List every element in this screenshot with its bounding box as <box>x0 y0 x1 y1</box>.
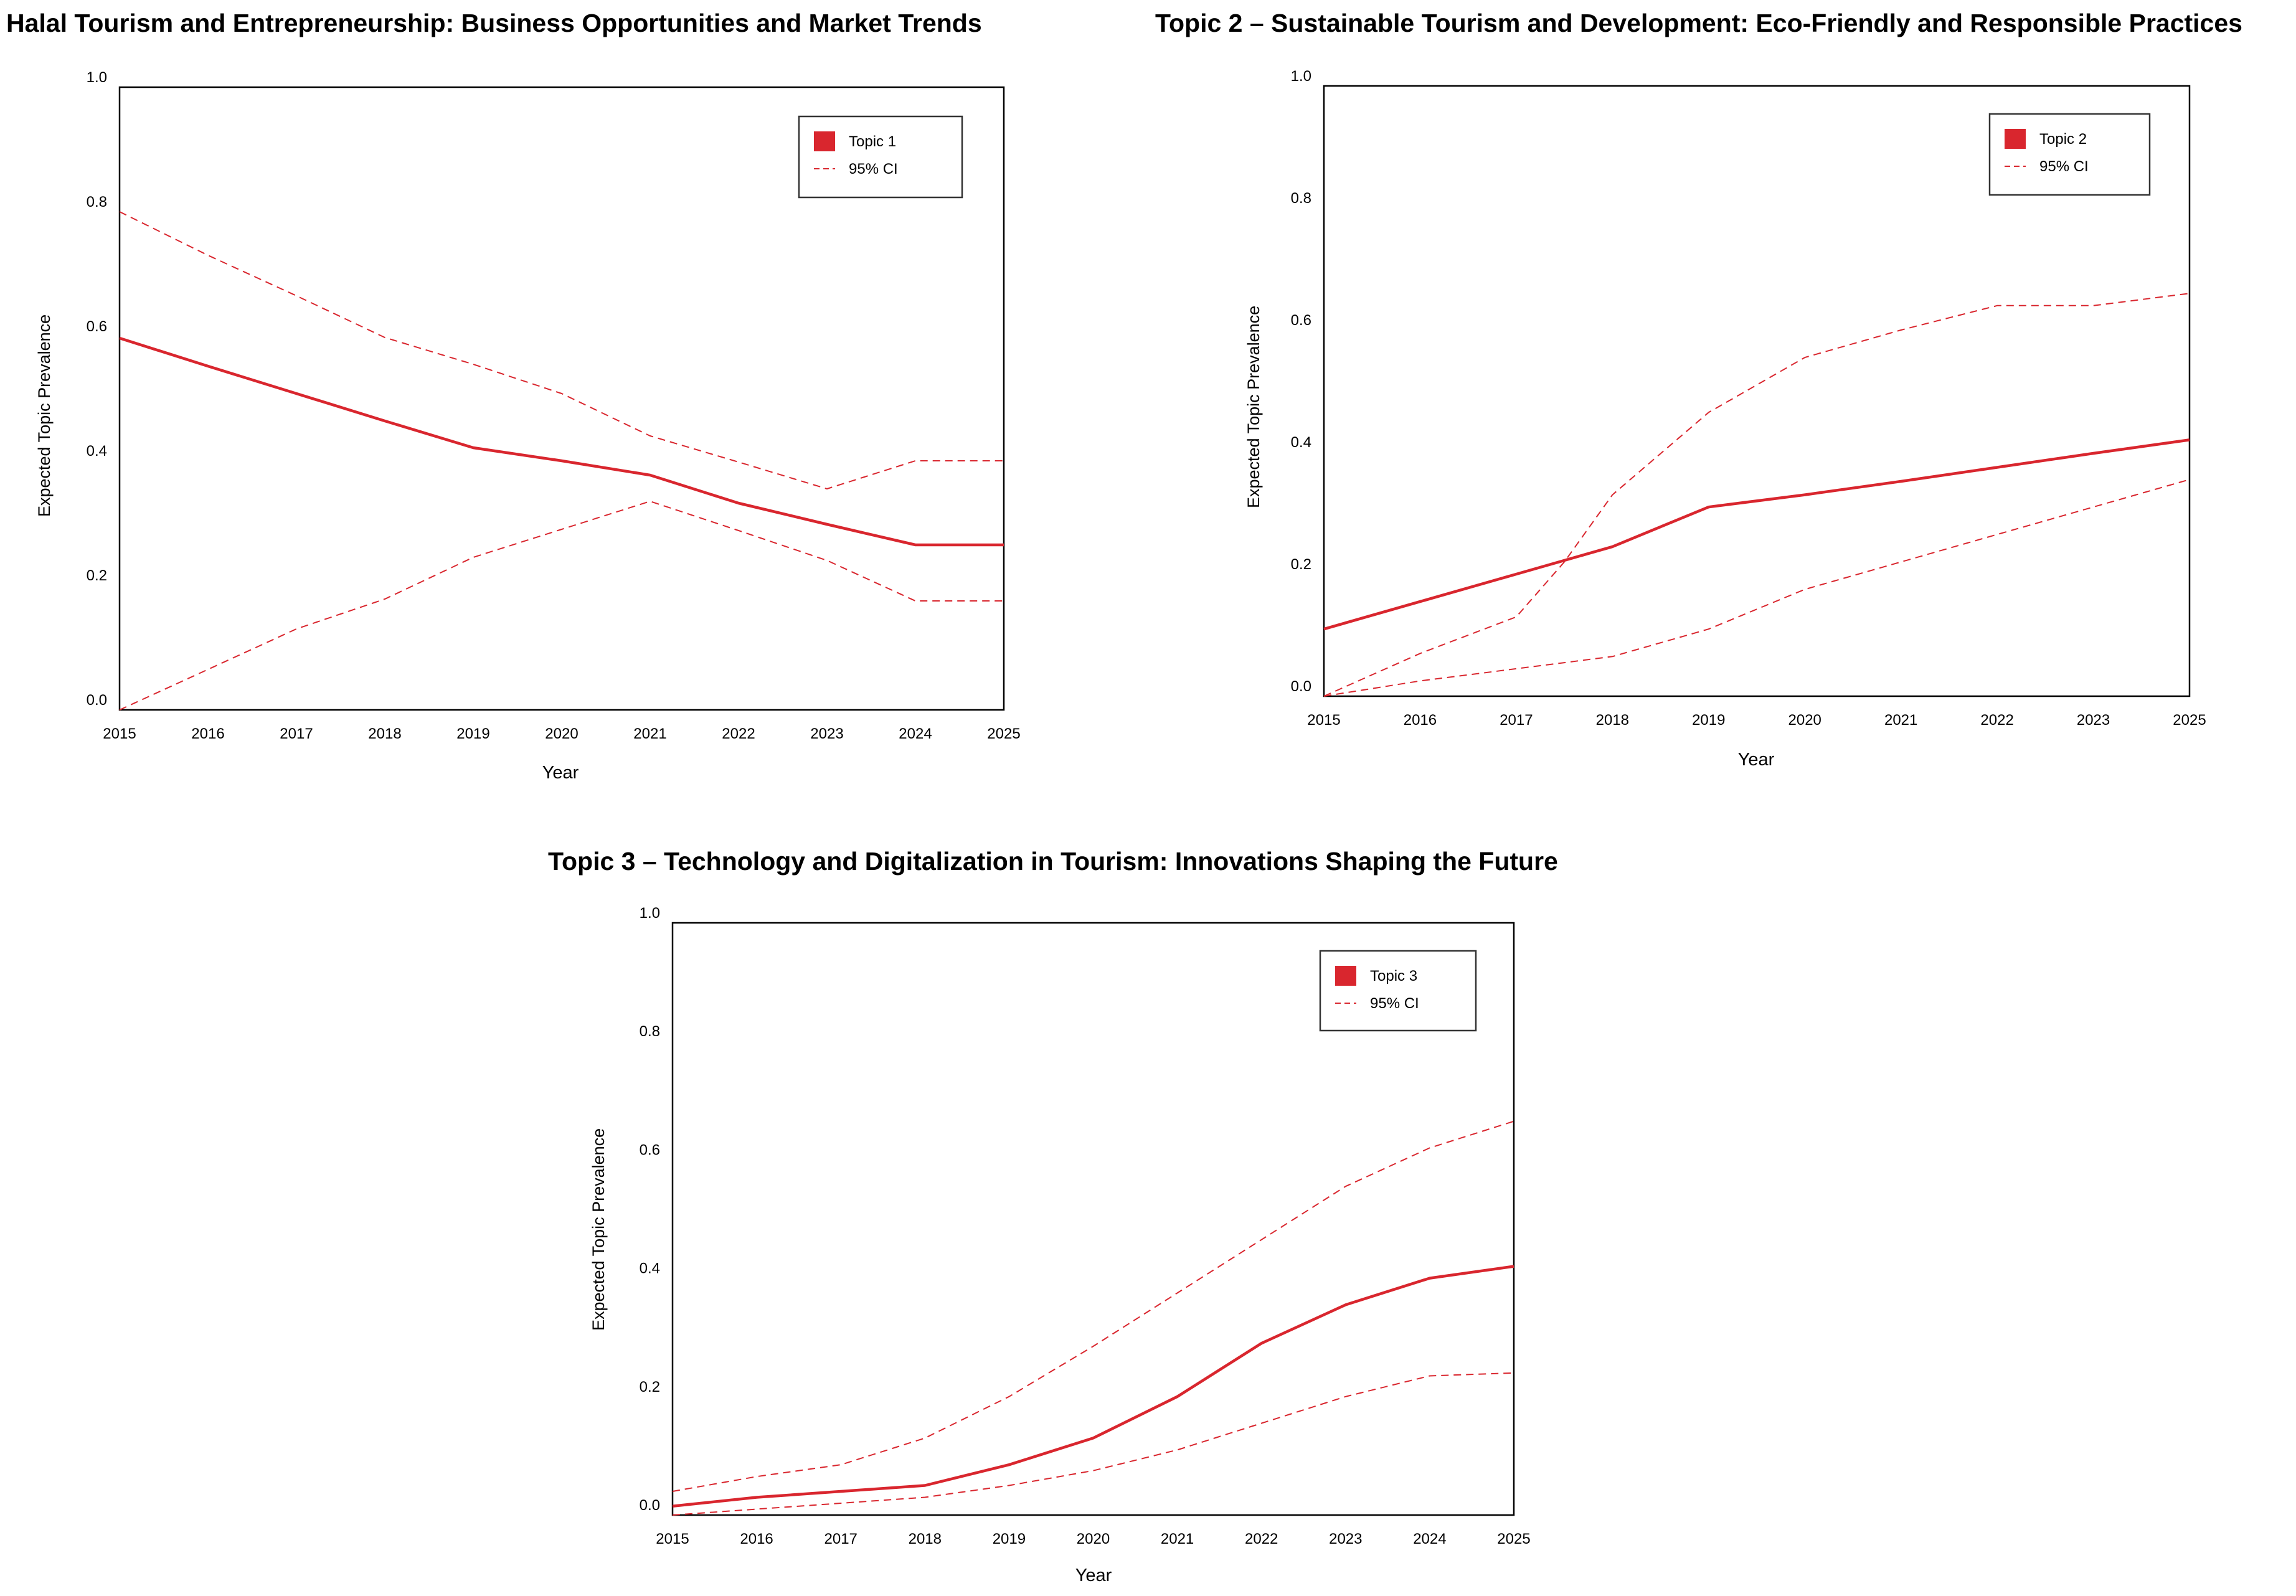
chart-title: Halal Tourism and Entrepreneurship: Busi… <box>6 9 982 37</box>
x-tick-label: 2022 <box>1980 712 2013 729</box>
x-tick-label: 2025 <box>987 725 1020 742</box>
y-tick-label: 0.6 <box>1291 312 1311 329</box>
x-tick-label: 2021 <box>1884 712 1917 729</box>
x-tick-label: 2022 <box>1245 1531 1278 1547</box>
y-tick-label: 0.0 <box>1291 678 1311 695</box>
ci-upper-line <box>1323 293 2190 697</box>
topic-line <box>1323 438 2190 631</box>
x-tick-label: 2020 <box>1788 712 1821 729</box>
chart-panel-topic-3: Topic 3 – Technology and Digitalization … <box>0 834 2296 1596</box>
legend-label: Topic 3 <box>1370 968 1417 985</box>
legend-label: 95% CI <box>849 161 898 177</box>
x-tick-label: 2022 <box>722 725 755 742</box>
x-tick-label: 2015 <box>1307 712 1340 729</box>
x-tick-label: 2018 <box>1596 712 1629 729</box>
x-tick-label: 2017 <box>280 725 313 742</box>
y-tick-label: 0.4 <box>1291 434 1311 451</box>
legend-label: 95% CI <box>1370 995 1419 1012</box>
y-tick-label: 1.0 <box>1291 68 1311 85</box>
x-tick-label: 2015 <box>656 1531 689 1547</box>
y-tick-label: 0.8 <box>87 194 107 210</box>
ci-lower-line <box>119 501 1004 711</box>
topic-line <box>119 336 1004 547</box>
x-tick-label: 2023 <box>810 725 843 742</box>
x-tick-label: 2016 <box>740 1531 773 1547</box>
plot-frame <box>1323 85 2191 697</box>
x-tick-label: 2019 <box>1692 712 1725 729</box>
y-tick-label: 0.8 <box>1291 190 1311 207</box>
legend-topic-swatch <box>1335 966 1356 986</box>
x-tick-label: 2018 <box>368 725 401 742</box>
chart-title: Topic 3 – Technology and Digitalization … <box>548 847 1558 876</box>
plot-frame <box>671 922 1515 1516</box>
ci-lower-line <box>672 1372 1514 1516</box>
chart-plot: 0.0 0.2 0.4 0.6 0.8 1.0 2015 2016 2017 2018 2019 20… <box>1291 68 2206 729</box>
x-tick-label: 2017 <box>1500 712 1533 729</box>
legend-box <box>1988 113 2151 196</box>
y-tick-label: 0.0 <box>87 692 107 709</box>
x-tick-label: 2019 <box>993 1531 1026 1547</box>
x-tick-label: 2025 <box>2173 712 2206 729</box>
legend-label: Topic 1 <box>849 133 896 150</box>
legend-box <box>798 115 963 199</box>
x-tick-label: 2018 <box>909 1531 942 1547</box>
x-tick-label: 2023 <box>1329 1531 1362 1547</box>
y-tick-label: 0.8 <box>640 1023 660 1040</box>
x-tick-label: 2024 <box>899 725 932 742</box>
y-tick-label: 0.6 <box>87 318 107 335</box>
x-tick-label: 2019 <box>456 725 489 742</box>
chart-panel-topic-1: Halal Tourism and Entrepreneurship: Busi… <box>0 0 1059 803</box>
y-tick-label: 0.0 <box>640 1497 660 1514</box>
x-axis-label: Year <box>1737 750 1775 770</box>
legend-topic-swatch <box>2005 129 2026 149</box>
x-tick-label: 2020 <box>545 725 578 742</box>
topic-line <box>672 1265 1514 1508</box>
x-tick-label: 2015 <box>103 725 136 742</box>
chart-plot: 0.0 0.2 0.4 0.6 0.8 1.0 2015 2016 2017 2018 2019 20… <box>640 905 1531 1547</box>
y-tick-label: 0.2 <box>640 1379 660 1395</box>
x-axis-label: Year <box>1075 1565 1112 1585</box>
ci-upper-line <box>672 1120 1514 1492</box>
plot-frame <box>118 86 1005 711</box>
x-tick-label: 2017 <box>824 1531 857 1547</box>
y-tick-label: 0.4 <box>640 1260 660 1277</box>
chart-panel-topic-2: Topic 2 – Sustainable Tourism and Develo… <box>1146 0 2296 803</box>
y-tick-label: 0.4 <box>87 443 107 460</box>
x-tick-label: 2025 <box>1497 1531 1530 1547</box>
x-axis-label: Year <box>542 763 579 783</box>
legend-box <box>1319 950 1477 1032</box>
legend-label: Topic 2 <box>2039 131 2087 148</box>
y-tick-label: 1.0 <box>640 905 660 922</box>
x-tick-label: 2023 <box>2077 712 2110 729</box>
x-tick-label: 2024 <box>1413 1531 1446 1547</box>
x-tick-label: 2021 <box>633 725 666 742</box>
chart-plot: 0.0 0.2 0.4 0.6 0.8 1.0 2015 2016 2017 2018 2019 20… <box>87 69 1021 742</box>
x-tick-label: 2016 <box>1404 712 1437 729</box>
legend-label: 95% CI <box>2039 158 2089 175</box>
ci-lower-line <box>1323 479 2190 697</box>
y-tick-label: 0.2 <box>1291 556 1311 573</box>
y-tick-label: 0.2 <box>87 567 107 584</box>
y-tick-label: 0.6 <box>640 1141 660 1158</box>
chart-title: Topic 2 – Sustainable Tourism and Develo… <box>1155 9 2242 37</box>
y-tick-label: 1.0 <box>87 69 107 86</box>
ci-upper-line <box>119 211 1004 489</box>
legend-topic-swatch <box>814 131 835 151</box>
x-tick-label: 2020 <box>1077 1531 1110 1547</box>
x-tick-label: 2021 <box>1161 1531 1194 1547</box>
x-tick-label: 2016 <box>191 725 224 742</box>
